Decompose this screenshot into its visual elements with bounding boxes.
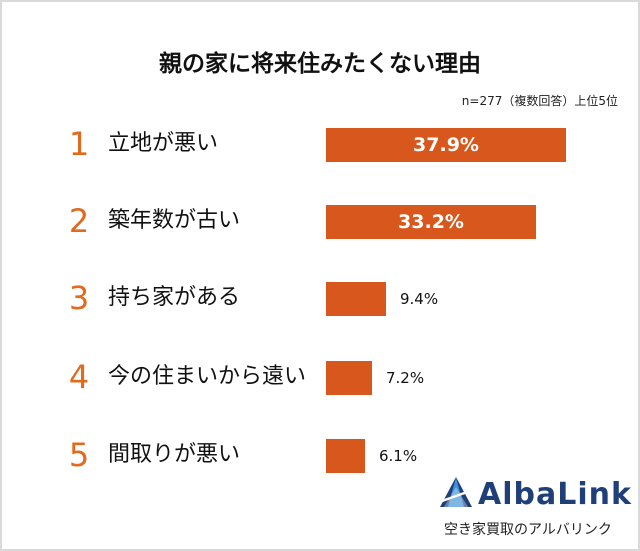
value-label: 33.2%	[398, 211, 464, 233]
bar	[326, 128, 566, 162]
bar	[326, 282, 386, 316]
value-label: 37.9%	[413, 134, 479, 156]
brand-tagline: 空き家買取のアルバリンク	[444, 522, 612, 538]
rank-number: 4	[68, 358, 90, 396]
category-label: 今の住まいから遠い	[108, 364, 307, 389]
bar-row: 2 築年数が古い 33.2%	[0, 196, 640, 246]
rank-number: 1	[68, 125, 90, 163]
bar-row: 3 持ち家がある 9.4%	[0, 273, 640, 323]
sample-note: n=277（複数回答）上位5位	[461, 94, 618, 108]
bar	[326, 205, 536, 239]
category-label: 持ち家がある	[108, 285, 241, 310]
bar-row: 1 立地が悪い 37.9%	[0, 119, 640, 169]
albalink-logo-icon	[440, 477, 472, 507]
rank-number: 5	[68, 436, 90, 474]
rank-number: 3	[68, 279, 90, 317]
chart-title: 親の家に将来住みたくない理由	[159, 51, 481, 77]
category-label: 間取りが悪い	[108, 442, 241, 467]
bar	[326, 361, 372, 395]
category-label: 立地が悪い	[108, 131, 219, 156]
category-label: 築年数が古い	[108, 208, 241, 233]
rank-number: 2	[68, 202, 90, 240]
value-label: 7.2%	[386, 369, 425, 387]
bar	[326, 439, 365, 473]
bar-row: 4 今の住まいから遠い 7.2%	[0, 352, 640, 402]
albalink-logo: AlbaLink 空き家買取のアルバリンク	[438, 473, 631, 543]
brand-name: AlbaLink	[478, 477, 632, 512]
value-label: 9.4%	[400, 290, 439, 308]
value-label: 6.1%	[379, 447, 418, 465]
bar-row: 5 間取りが悪い 6.1%	[0, 430, 640, 480]
